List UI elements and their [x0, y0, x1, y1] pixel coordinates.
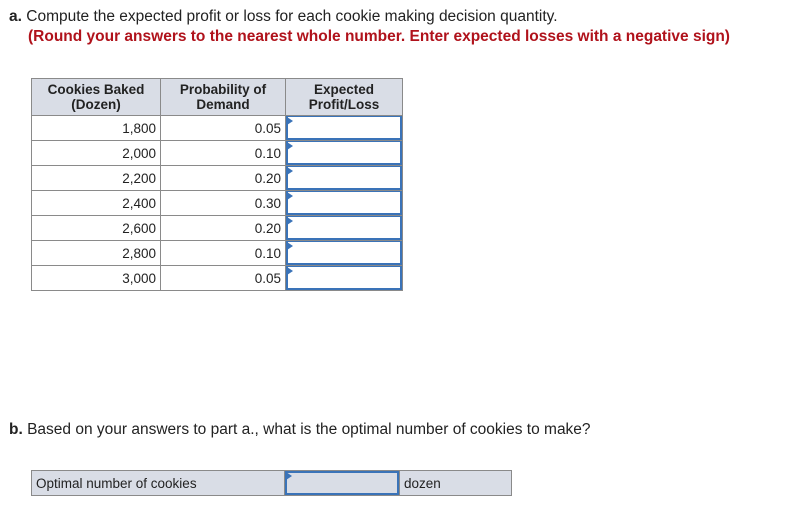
cookies-cell: 2,800: [31, 240, 161, 266]
unit-label: dozen: [399, 470, 512, 496]
input-flag-icon: [287, 117, 293, 125]
cookies-cell: 2,200: [31, 165, 161, 191]
expected-cell: [285, 240, 403, 266]
cookies-cell: 2,600: [31, 215, 161, 241]
expected-cell: [285, 115, 403, 141]
optimal-table: Optimal number of cookies dozen: [31, 470, 512, 496]
table-row: 2,600 0.20: [31, 215, 403, 241]
part-a-question: a. Compute the expected profit or loss f…: [9, 8, 558, 25]
expected-cell: [285, 190, 403, 216]
probability-cell: 0.20: [160, 215, 286, 241]
input-flag-icon: [287, 217, 293, 225]
table-row: 2,800 0.10: [31, 240, 403, 266]
input-flag-icon: [287, 142, 293, 150]
table-row: 2,000 0.10: [31, 140, 403, 166]
expected-profit-input[interactable]: [286, 141, 402, 165]
expected-cell: [285, 215, 403, 241]
expected-profit-input[interactable]: [286, 116, 402, 140]
probability-cell: 0.05: [160, 265, 286, 291]
table-row: 1,800 0.05: [31, 115, 403, 141]
input-flag-icon: [286, 472, 292, 480]
cookies-cell: 3,000: [31, 265, 161, 291]
expected-profit-input[interactable]: [286, 266, 402, 290]
expected-cell: [285, 140, 403, 166]
input-flag-icon: [287, 267, 293, 275]
header-probability: Probability of Demand: [160, 78, 286, 116]
part-a-instruction: (Round your answers to the nearest whole…: [28, 28, 730, 45]
header-expected: Expected Profit/Loss: [285, 78, 403, 116]
header-cookies: Cookies Baked (Dozen): [31, 78, 161, 116]
probability-cell: 0.20: [160, 165, 286, 191]
expected-profit-input[interactable]: [286, 191, 402, 215]
input-flag-icon: [287, 192, 293, 200]
table-row: 2,400 0.30: [31, 190, 403, 216]
expected-profit-input[interactable]: [286, 166, 402, 190]
probability-cell: 0.30: [160, 190, 286, 216]
probability-cell: 0.10: [160, 140, 286, 166]
expected-cell: [285, 165, 403, 191]
part-b-question: b. Based on your answers to part a., wha…: [9, 421, 591, 438]
table-row: 3,000 0.05: [31, 265, 403, 291]
expected-profit-table: Cookies Baked (Dozen) Probability of Deman…: [31, 78, 403, 291]
optimal-label: Optimal number of cookies: [31, 470, 285, 496]
cookies-cell: 2,400: [31, 190, 161, 216]
table-row: 2,200 0.20: [31, 165, 403, 191]
probability-cell: 0.10: [160, 240, 286, 266]
optimal-input[interactable]: [285, 471, 399, 495]
optimal-cell: [284, 470, 400, 496]
expected-cell: [285, 265, 403, 291]
input-flag-icon: [287, 167, 293, 175]
input-flag-icon: [287, 242, 293, 250]
expected-profit-input[interactable]: [286, 216, 402, 240]
cookies-cell: 2,000: [31, 140, 161, 166]
expected-profit-input[interactable]: [286, 241, 402, 265]
cookies-cell: 1,800: [31, 115, 161, 141]
probability-cell: 0.05: [160, 115, 286, 141]
